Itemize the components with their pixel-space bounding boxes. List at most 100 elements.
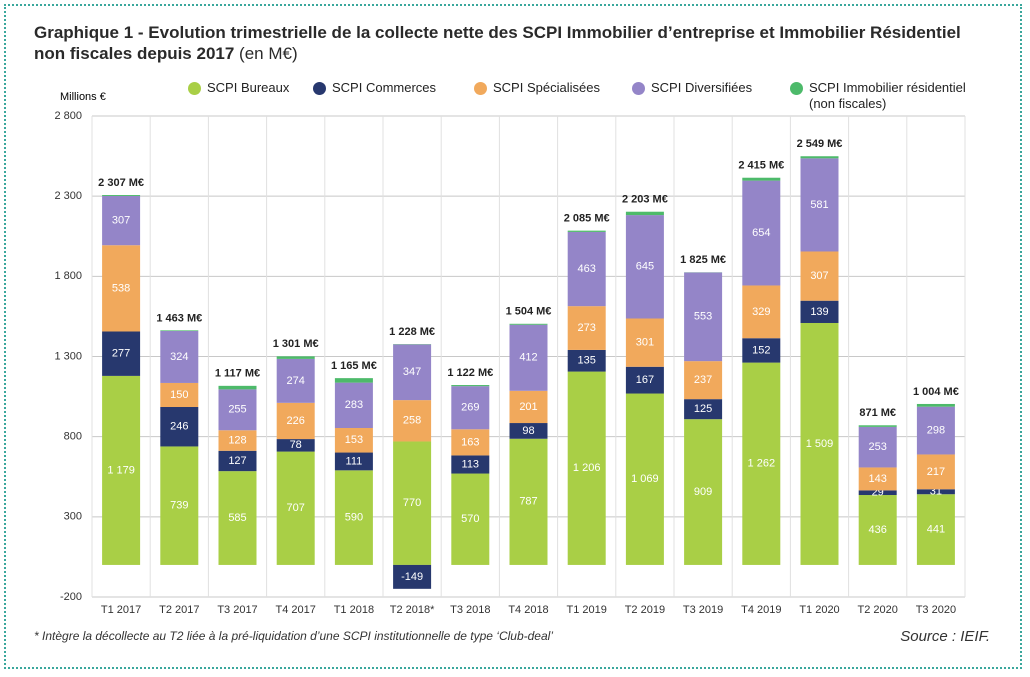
- legend-item: SCPI Bureaux: [188, 80, 289, 96]
- data-label: 139: [810, 306, 828, 318]
- bar-segment: [625, 393, 664, 565]
- legend-swatch: [188, 82, 201, 95]
- data-label: 258: [403, 415, 421, 427]
- total-label: 1 504 M€: [506, 306, 552, 318]
- data-label: 152: [752, 344, 770, 356]
- bar-segment: [160, 407, 199, 447]
- data-label: 770: [403, 497, 421, 509]
- bar-segment: [625, 366, 664, 394]
- y-tick-label: 800: [64, 431, 82, 443]
- data-label: 277: [112, 348, 130, 360]
- data-label: 329: [752, 306, 770, 318]
- bar-segment: [218, 385, 257, 390]
- bar-segment: [218, 471, 257, 565]
- bar-segment: [276, 402, 315, 440]
- data-label: 98: [522, 425, 534, 437]
- bar-segment: [858, 495, 897, 565]
- x-tick-label: T1 2018: [334, 604, 374, 616]
- bar-segment: [858, 425, 897, 427]
- bar-segment: [160, 330, 199, 332]
- legend-item: SCPI Immobilier résidentiel (non fiscale…: [790, 80, 994, 112]
- legend-label: SCPI Commerces: [332, 80, 437, 95]
- bar-segment: [509, 438, 548, 565]
- x-tick-label: T4 2017: [276, 604, 316, 616]
- legend-item: SCPI Commerces: [313, 80, 436, 96]
- data-label: 1 262: [748, 458, 776, 470]
- data-label: 255: [228, 404, 246, 416]
- bar-segment: [218, 389, 257, 431]
- x-tick-label: T1 2017: [101, 604, 141, 616]
- data-label: 787: [519, 496, 537, 508]
- bar-segment: [393, 400, 432, 442]
- total-label: 1 228 M€: [389, 326, 435, 338]
- data-label: 150: [170, 389, 188, 401]
- bar-segment: [451, 429, 490, 456]
- data-label: 570: [461, 513, 479, 525]
- data-label: 127: [228, 455, 246, 467]
- bar-segment: [218, 430, 257, 451]
- bar-segment: [160, 382, 199, 408]
- bar-segment: [334, 470, 373, 565]
- x-tick-label: T2 2019: [625, 604, 665, 616]
- x-tick-label: T1 2019: [567, 604, 607, 616]
- data-label: 1 509: [806, 438, 834, 450]
- total-label: 2 307 M€: [98, 177, 144, 189]
- data-label: 307: [112, 215, 130, 227]
- bar-segment: [625, 318, 664, 367]
- bar-segment: [567, 371, 606, 565]
- total-label: 1 463 M€: [156, 312, 202, 324]
- data-label: 269: [461, 402, 479, 414]
- data-label: 128: [228, 434, 246, 446]
- data-label: 739: [170, 500, 188, 512]
- data-label: 163: [461, 436, 479, 448]
- x-tick-label: T3 2019: [683, 604, 723, 616]
- data-label: 237: [694, 374, 712, 386]
- bar-segment: [800, 158, 839, 252]
- bar-segment: [684, 419, 723, 565]
- y-tick-label: 1 800: [54, 270, 82, 282]
- bar-segment: [509, 390, 548, 424]
- legend-label: SCPI Diversifiées: [651, 80, 753, 95]
- legend-label: SCPI Bureaux: [207, 80, 290, 95]
- data-label: 412: [519, 352, 537, 364]
- data-label: 909: [694, 486, 712, 498]
- bar-segment: [625, 211, 664, 216]
- bar-segment: [916, 454, 955, 490]
- bar-segment: [393, 441, 432, 565]
- bar-segment: [567, 306, 606, 350]
- y-tick-label: 1 300: [54, 350, 82, 362]
- y-tick-label: 2 800: [54, 110, 82, 122]
- bar-segment: [509, 423, 548, 439]
- data-label: 301: [636, 337, 654, 349]
- bar-segment: [334, 378, 373, 383]
- footnote: * Intègre la décollecte au T2 liée à la …: [34, 629, 553, 643]
- bar-segment: [916, 403, 955, 407]
- bar-segment: [916, 494, 955, 565]
- data-label: 441: [927, 523, 945, 535]
- data-label: 246: [170, 421, 188, 433]
- y-tick-label: 300: [64, 511, 82, 523]
- data-label: 463: [578, 263, 596, 275]
- x-tick-label: T4 2018: [508, 604, 548, 616]
- source: Source : IEIF.: [900, 628, 990, 645]
- bar-segment: [102, 375, 141, 565]
- bar-segment: [334, 382, 373, 429]
- bar-segment: [102, 245, 141, 332]
- bar-segment: [858, 426, 897, 468]
- data-label: 307: [810, 270, 828, 282]
- legend-item: SCPI Diversifiées: [632, 80, 752, 96]
- total-label: 871 M€: [859, 407, 896, 419]
- bar-segment: [334, 452, 373, 471]
- bar-segment: [684, 399, 723, 420]
- legend-swatch: [313, 82, 326, 95]
- data-label: 253: [869, 441, 887, 453]
- x-tick-label: T4 2019: [741, 604, 781, 616]
- bar-segment: [218, 450, 257, 472]
- data-label: 283: [345, 399, 363, 411]
- data-label: 707: [287, 502, 305, 514]
- x-tick-label: T3 2018: [450, 604, 490, 616]
- x-tick-label: T2 2018*: [390, 604, 435, 616]
- bar-segment: [160, 331, 199, 383]
